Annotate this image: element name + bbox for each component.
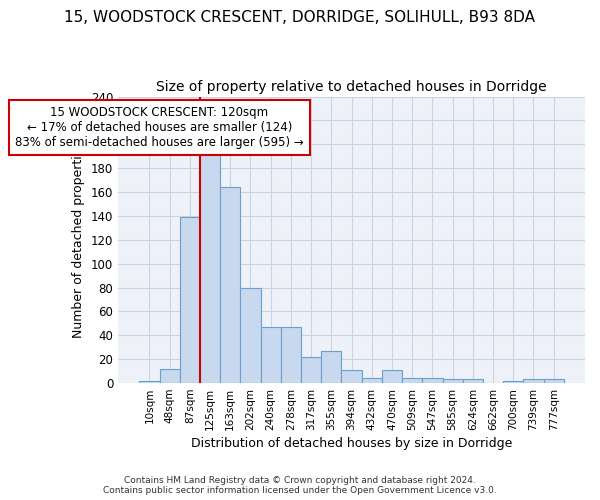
Text: 15, WOODSTOCK CRESCENT, DORRIDGE, SOLIHULL, B93 8DA: 15, WOODSTOCK CRESCENT, DORRIDGE, SOLIHU… [65, 10, 536, 25]
Bar [362, 378, 382, 383]
Bar [443, 380, 463, 383]
Bar [463, 380, 483, 383]
Bar [503, 380, 523, 383]
Bar [341, 370, 362, 383]
Bar [544, 380, 564, 383]
Y-axis label: Number of detached properties: Number of detached properties [73, 142, 85, 338]
Bar [301, 357, 321, 383]
Bar [382, 370, 402, 383]
Bar [180, 217, 200, 383]
Bar [321, 351, 341, 383]
Bar [220, 188, 241, 383]
Bar [281, 327, 301, 383]
Text: 15 WOODSTOCK CRESCENT: 120sqm
← 17% of detached houses are smaller (124)
83% of : 15 WOODSTOCK CRESCENT: 120sqm ← 17% of d… [15, 106, 304, 149]
Bar [139, 380, 160, 383]
Bar [260, 327, 281, 383]
X-axis label: Distribution of detached houses by size in Dorridge: Distribution of detached houses by size … [191, 437, 512, 450]
Text: Contains HM Land Registry data © Crown copyright and database right 2024.
Contai: Contains HM Land Registry data © Crown c… [103, 476, 497, 495]
Bar [241, 288, 260, 383]
Bar [422, 378, 443, 383]
Bar [160, 368, 180, 383]
Bar [523, 380, 544, 383]
Title: Size of property relative to detached houses in Dorridge: Size of property relative to detached ho… [156, 80, 547, 94]
Bar [402, 378, 422, 383]
Bar [200, 148, 220, 383]
